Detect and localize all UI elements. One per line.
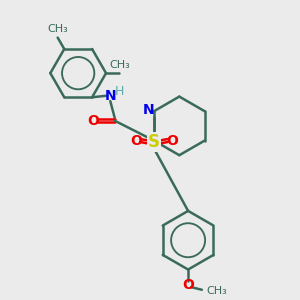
Text: CH₃: CH₃ bbox=[47, 24, 68, 34]
Text: O: O bbox=[166, 134, 178, 148]
Text: O: O bbox=[88, 114, 100, 128]
Text: N: N bbox=[104, 89, 116, 103]
Text: CH₃: CH₃ bbox=[110, 60, 130, 70]
Text: O: O bbox=[130, 134, 142, 148]
Text: S: S bbox=[148, 133, 160, 151]
Text: N: N bbox=[143, 103, 154, 117]
Text: H: H bbox=[114, 85, 124, 98]
Text: CH₃: CH₃ bbox=[207, 286, 228, 296]
Text: O: O bbox=[182, 278, 194, 292]
